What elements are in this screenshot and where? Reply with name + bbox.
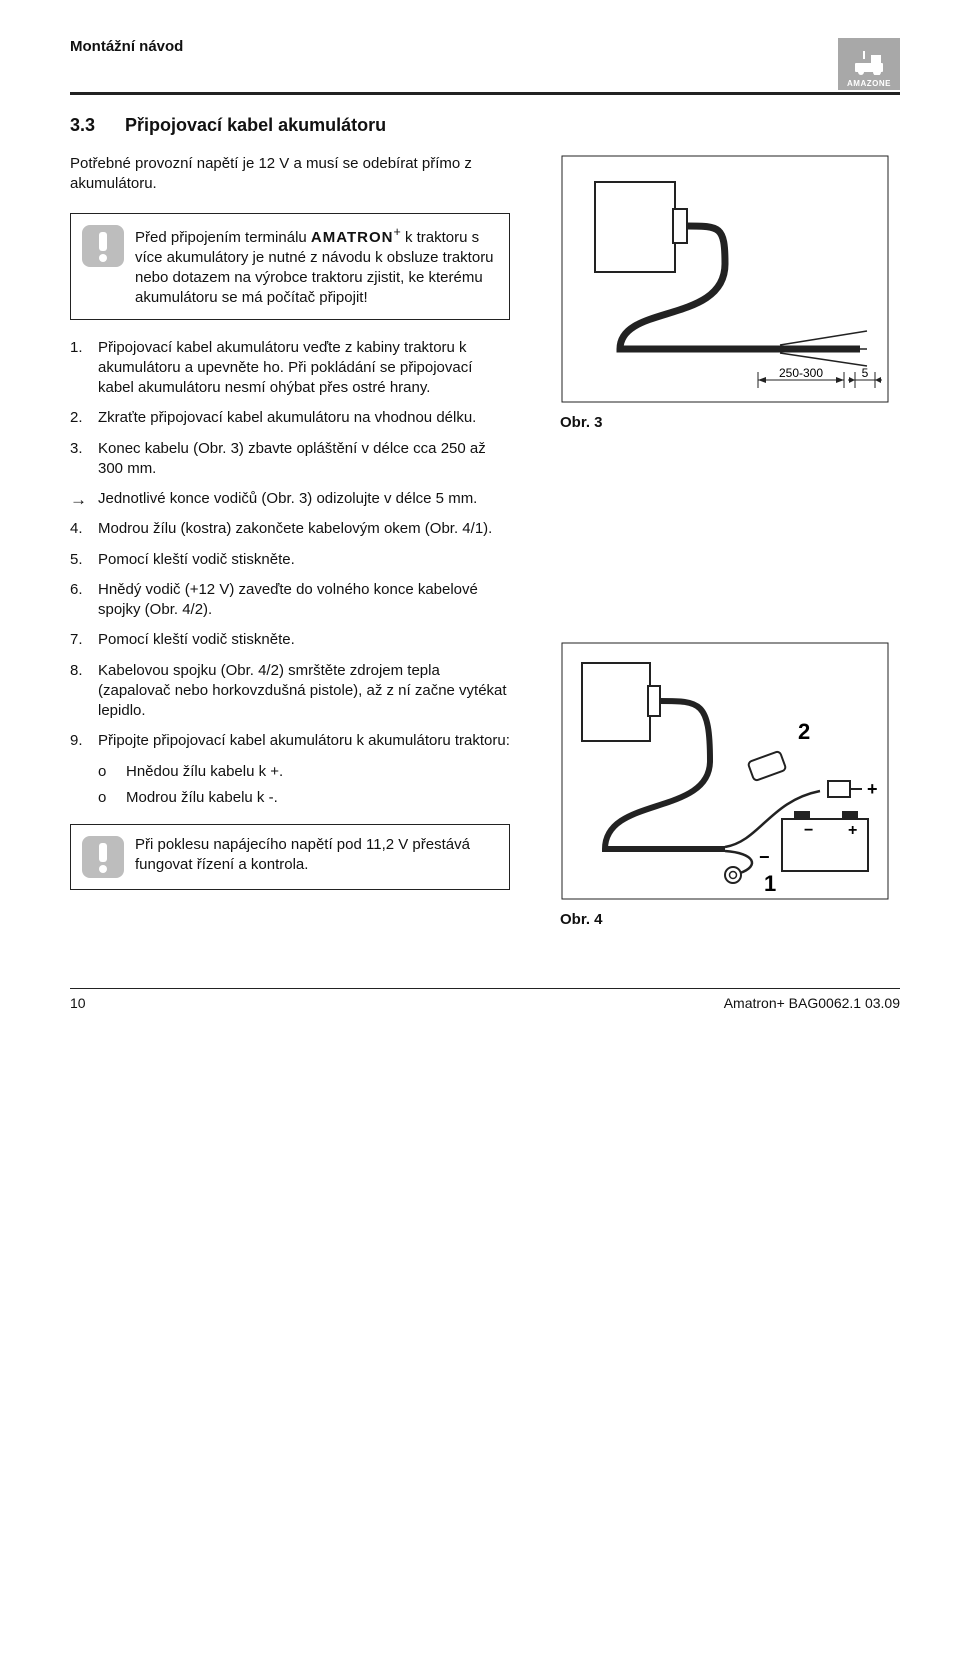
page-header-title: Montážní návod — [70, 38, 183, 55]
doc-id: Amatron+ BAG0062.1 03.09 — [724, 995, 900, 1011]
step-1: Připojovací kabel akumulátoru veďte z ka… — [70, 338, 510, 399]
warning-box-1: Před připojením terminálu AMATRON+ k tra… — [70, 213, 510, 320]
step-9-sub-a: Hnědou žílu kabelu k +. — [70, 762, 510, 782]
steps-list: Připojovací kabel akumulátoru veďte z ka… — [70, 338, 510, 480]
intro-text: Potřebné provozní napětí je 12 V a musí … — [70, 154, 510, 195]
step-9: Připojte připojovací kabel akumulátoru k… — [70, 731, 510, 751]
step-4: Modrou žílu (kostra) zakončete kabelovým… — [70, 519, 510, 539]
svg-text:250-300: 250-300 — [779, 366, 823, 380]
svg-text:−: − — [804, 822, 813, 839]
step-arrow: Jednotlivé konce vodičů (Obr. 3) odizolu… — [70, 489, 510, 509]
section-number: 3.3 — [70, 115, 95, 136]
svg-text:−: − — [759, 847, 770, 867]
step-7: Pomocí kleští vodič stiskněte. — [70, 630, 510, 650]
svg-text:2: 2 — [798, 719, 810, 744]
warn1-product: AMATRON — [311, 229, 394, 246]
step-9-sub-b: Modrou žílu kabelu k -. — [70, 788, 510, 808]
header-rule — [70, 92, 900, 95]
warning-box-2: Při poklesu napájecího napětí pod 11,2 V… — [70, 824, 510, 890]
warn1-before: Před připojením terminálu — [135, 229, 311, 246]
step-5: Pomocí kleští vodič stiskněte. — [70, 550, 510, 570]
steps-list-2: Modrou žílu (kostra) zakončete kabelovým… — [70, 519, 510, 751]
svg-text:1: 1 — [764, 871, 776, 896]
footer-rule — [70, 988, 900, 989]
figure-3-caption: Obr. 3 — [560, 414, 900, 431]
warning-icon — [81, 224, 125, 268]
section-title: Připojovací kabel akumulátoru — [125, 115, 386, 136]
brand-logo: AMAZONE — [838, 38, 900, 90]
warning-2-text: Při poklesu napájecího napětí pod 11,2 V… — [135, 835, 497, 876]
step-3: Konec kabelu (Obr. 3) zbavte opláštění v… — [70, 439, 510, 480]
step-2: Zkraťte připojovací kabel akumulátoru na… — [70, 408, 510, 428]
svg-text:+: + — [867, 779, 878, 799]
step-6: Hnědý vodič (+12 V) zaveďte do volného k… — [70, 580, 510, 621]
figure-3: 250-300 5 Obr. 3 — [560, 154, 900, 431]
warning-icon — [81, 835, 125, 879]
brand-logo-text: AMAZONE — [847, 79, 891, 88]
step-8: Kabelovou spojku (Obr. 4/2) smrštěte zdr… — [70, 661, 510, 722]
svg-text:5: 5 — [862, 366, 869, 380]
svg-text:+: + — [848, 822, 857, 839]
warning-1-text: Před připojením terminálu AMATRON+ k tra… — [135, 224, 497, 309]
warn1-plus: + — [393, 225, 400, 239]
figure-4: + − + − 2 1 Obr. 4 — [560, 641, 900, 928]
figure-4-caption: Obr. 4 — [560, 911, 900, 928]
page-number: 10 — [70, 995, 86, 1011]
